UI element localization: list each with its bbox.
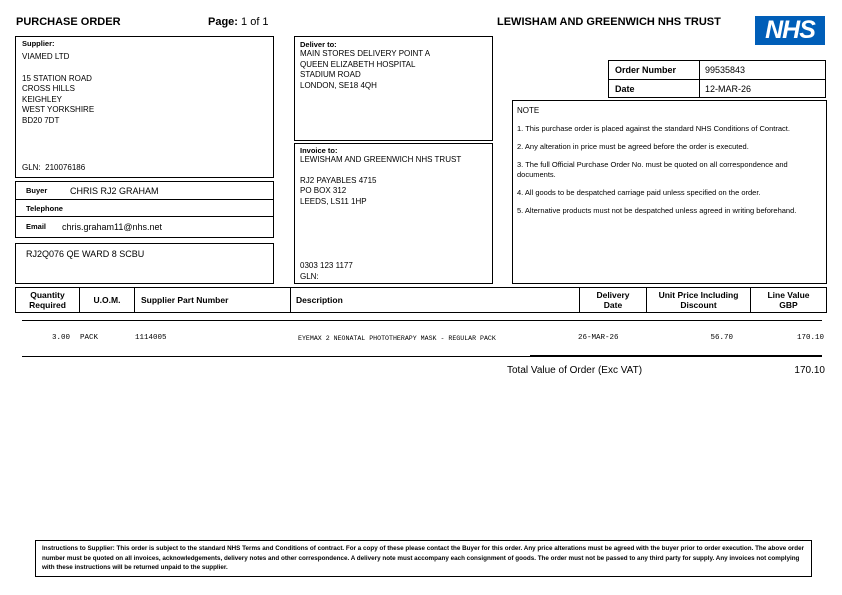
cell-uom: PACK [80, 334, 99, 342]
total-value: 170.10 [794, 365, 825, 376]
column-header-line-value: Line Value GBP [767, 290, 810, 310]
invoice-to-label: Invoice to: [300, 146, 338, 155]
total-label: Total Value of Order (Exc VAT) [507, 365, 643, 376]
buyer-row: Buyer CHRIS RJ2 GRAHAM [16, 182, 273, 200]
supplier-address-line: WEST YORKSHIRE [22, 105, 95, 114]
note-item: 3. The full Official Purchase Order No. … [517, 160, 788, 179]
order-date-row: Date 12-MAR-26 [609, 80, 825, 98]
supplier-address-line: KEIGHLEY [22, 94, 63, 104]
divider [22, 320, 822, 321]
invoice-line: LEEDS, LS11 1HP [300, 196, 367, 206]
total-divider [530, 355, 822, 357]
order-date-label: Date [609, 80, 700, 98]
buyer-name: CHRIS RJ2 GRAHAM [70, 185, 159, 196]
cell-part-number: 1114005 [135, 334, 167, 342]
gln-value: 210076186 [45, 163, 86, 172]
trust-name: LEWISHAM AND GREENWICH NHS TRUST [497, 16, 721, 28]
gln-label: GLN: [22, 163, 41, 172]
deliver-line: QUEEN ELIZABETH HOSPITAL [300, 59, 416, 69]
column-header-uom: U.O.M. [80, 288, 135, 312]
column-header-unit-price: Unit Price Including Discount [647, 288, 751, 312]
nhs-logo: NHS [755, 16, 825, 45]
invoice-gln-label: GLN: [300, 271, 319, 281]
order-number-label: Order Number [609, 61, 700, 79]
supplier-gln: GLN: 210076186 [22, 163, 85, 174]
buyer-label: Buyer [26, 186, 48, 195]
invoice-to-box: Invoice to: LEWISHAM AND GREENWICH NHS T… [294, 143, 493, 284]
buyer-email[interactable]: chris.graham11@nhs.net [62, 221, 163, 232]
invoice-phone: 0303 123 1177 [300, 261, 353, 270]
supplier-address-line: BD20 7DT [22, 115, 60, 125]
email-row: Email chris.graham11@nhs.net [16, 217, 273, 236]
order-number-value: 99535843 [705, 65, 746, 75]
deliver-to-box: Deliver to: MAIN STORES DELIVERY POINT A… [294, 36, 493, 141]
column-header-description: Description [291, 288, 580, 312]
supplier-address-line: 15 STATION ROAD [22, 73, 92, 83]
column-header-part-number: Supplier Part Number [135, 288, 291, 312]
column-header-quantity: Quantity Required [16, 288, 80, 312]
invoice-name: LEWISHAM AND GREENWICH NHS TRUST [300, 155, 462, 164]
column-header-delivery-date: Delivery Date [580, 288, 647, 312]
supplier-address-line: CROSS HILLS [22, 84, 75, 93]
supplier-box: Supplier: VIAMED LTD 15 STATION ROAD CRO… [15, 36, 274, 178]
note-item: 2. Any alteration in price must be agree… [517, 142, 749, 151]
note-item: 5. Alternative products must not be desp… [517, 206, 797, 215]
supplier-instructions: Instructions to Supplier: This order is … [35, 540, 812, 577]
note-box: NOTE 1. This purchase order is placed ag… [512, 100, 827, 284]
cell-delivery-date: 26-MAR-26 [578, 334, 619, 342]
table-header: Quantity Required U.O.M. Supplier Part N… [15, 287, 827, 313]
page-label: Page: [208, 16, 238, 28]
cell-description: EYEMAX 2 NEONATAL PHOTOTHERAPY MASK - RE… [298, 335, 496, 342]
order-info-table: Order Number 99535843 Date 12-MAR-26 [608, 60, 826, 98]
deliver-line: MAIN STORES DELIVERY POINT A [300, 49, 431, 58]
supplier-name: VIAMED LTD [22, 52, 70, 61]
cell-unit-price: 56.70 [710, 334, 733, 342]
page-value: 1 of 1 [241, 16, 269, 28]
note-title: NOTE [517, 106, 540, 115]
ward-box: RJ2Q076 QE WARD 8 SCBU [15, 243, 274, 284]
supplier-label: Supplier: [22, 39, 55, 48]
table-row: 3.00 PACK 1114005 EYEMAX 2 NEONATAL PHOT… [0, 334, 842, 346]
invoice-line: PO BOX 312 [300, 186, 347, 195]
note-item: 4. All goods to be despatched carriage p… [517, 188, 761, 197]
deliver-to-label: Deliver to: [300, 40, 337, 49]
buyer-box: Buyer CHRIS RJ2 GRAHAM Telephone Email chr… [15, 181, 274, 238]
cell-qty: 3.00 [52, 334, 71, 342]
invoice-line: RJ2 PAYABLES 4715 [300, 175, 377, 185]
telephone-label: Telephone [26, 203, 63, 213]
note-item: 1. This purchase order is placed against… [517, 124, 790, 133]
page-indicator: Page: 1 of 1 [208, 16, 269, 28]
order-number-row: Order Number 99535843 [609, 61, 825, 80]
deliver-line: LONDON, SE18 4QH [300, 80, 377, 90]
email-label: Email [26, 222, 47, 231]
divider [22, 356, 822, 357]
order-date-value: 12-MAR-26 [705, 84, 752, 94]
telephone-row: Telephone [16, 200, 273, 217]
cell-line-value: 170.10 [796, 334, 824, 342]
document-title: PURCHASE ORDER [16, 16, 121, 28]
deliver-line: STADIUM ROAD [300, 70, 361, 79]
